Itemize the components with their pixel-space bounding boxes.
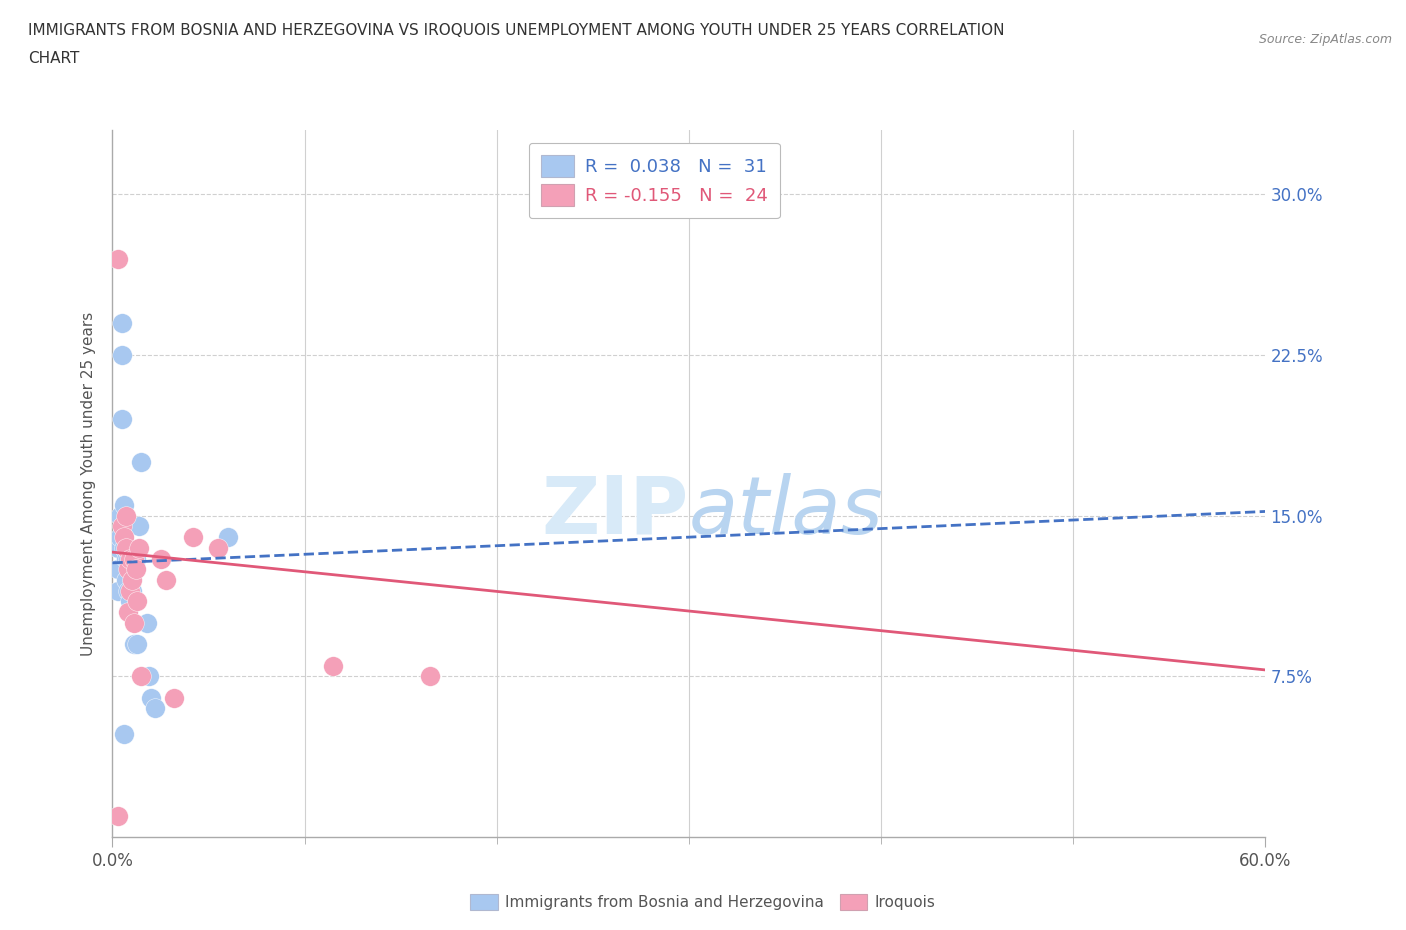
- Point: [122, 616, 145, 631]
- Point: [121, 551, 143, 566]
- Point: [107, 583, 129, 598]
- Point: [115, 509, 138, 524]
- Point: [207, 540, 229, 555]
- Point: [117, 583, 139, 598]
- Point: [128, 540, 150, 555]
- Point: [112, 540, 135, 555]
- Point: [107, 808, 129, 823]
- Point: [111, 412, 134, 427]
- Point: [118, 551, 141, 566]
- Point: [124, 562, 146, 577]
- Point: [118, 594, 141, 609]
- Point: [111, 348, 134, 363]
- Point: [127, 594, 149, 609]
- Text: Source: ZipAtlas.com: Source: ZipAtlas.com: [1258, 33, 1392, 46]
- Point: [163, 690, 186, 705]
- Point: [181, 530, 204, 545]
- Point: [111, 519, 134, 534]
- Point: [107, 251, 129, 266]
- Point: [117, 604, 139, 619]
- Point: [121, 583, 143, 598]
- Point: [155, 573, 177, 588]
- Point: [139, 690, 162, 705]
- Point: [129, 455, 153, 470]
- Point: [117, 551, 139, 566]
- Text: ZIP: ZIP: [541, 472, 689, 551]
- Point: [121, 573, 143, 588]
- Point: [322, 658, 344, 673]
- Point: [128, 519, 150, 534]
- Point: [122, 637, 145, 652]
- Point: [419, 669, 441, 684]
- Point: [115, 551, 138, 566]
- Text: IMMIGRANTS FROM BOSNIA AND HERZEGOVINA VS IROQUOIS UNEMPLOYMENT AMONG YOUTH UNDE: IMMIGRANTS FROM BOSNIA AND HERZEGOVINA V…: [28, 23, 1005, 38]
- Point: [124, 551, 146, 566]
- Point: [112, 530, 135, 545]
- Point: [115, 573, 138, 588]
- Point: [122, 562, 145, 577]
- Point: [112, 498, 135, 512]
- Point: [122, 551, 145, 566]
- Y-axis label: Unemployment Among Youth under 25 years: Unemployment Among Youth under 25 years: [80, 312, 96, 656]
- Point: [143, 701, 166, 716]
- Legend: Immigrants from Bosnia and Herzegovina, Iroquois: Immigrants from Bosnia and Herzegovina, …: [463, 886, 943, 918]
- Point: [118, 583, 141, 598]
- Point: [129, 669, 153, 684]
- Point: [117, 562, 139, 577]
- Point: [136, 616, 159, 631]
- Legend: R =  0.038   N =  31, R = -0.155   N =  24: R = 0.038 N = 31, R = -0.155 N = 24: [529, 143, 780, 219]
- Text: atlas: atlas: [689, 472, 884, 551]
- Point: [217, 530, 239, 545]
- Point: [107, 562, 129, 577]
- Point: [111, 315, 134, 330]
- Point: [112, 726, 135, 741]
- Point: [115, 540, 138, 555]
- Point: [108, 509, 131, 524]
- Point: [107, 540, 129, 555]
- Point: [108, 530, 131, 545]
- Point: [149, 551, 172, 566]
- Point: [117, 519, 139, 534]
- Text: CHART: CHART: [28, 51, 80, 66]
- Point: [118, 562, 141, 577]
- Point: [127, 637, 149, 652]
- Point: [138, 669, 160, 684]
